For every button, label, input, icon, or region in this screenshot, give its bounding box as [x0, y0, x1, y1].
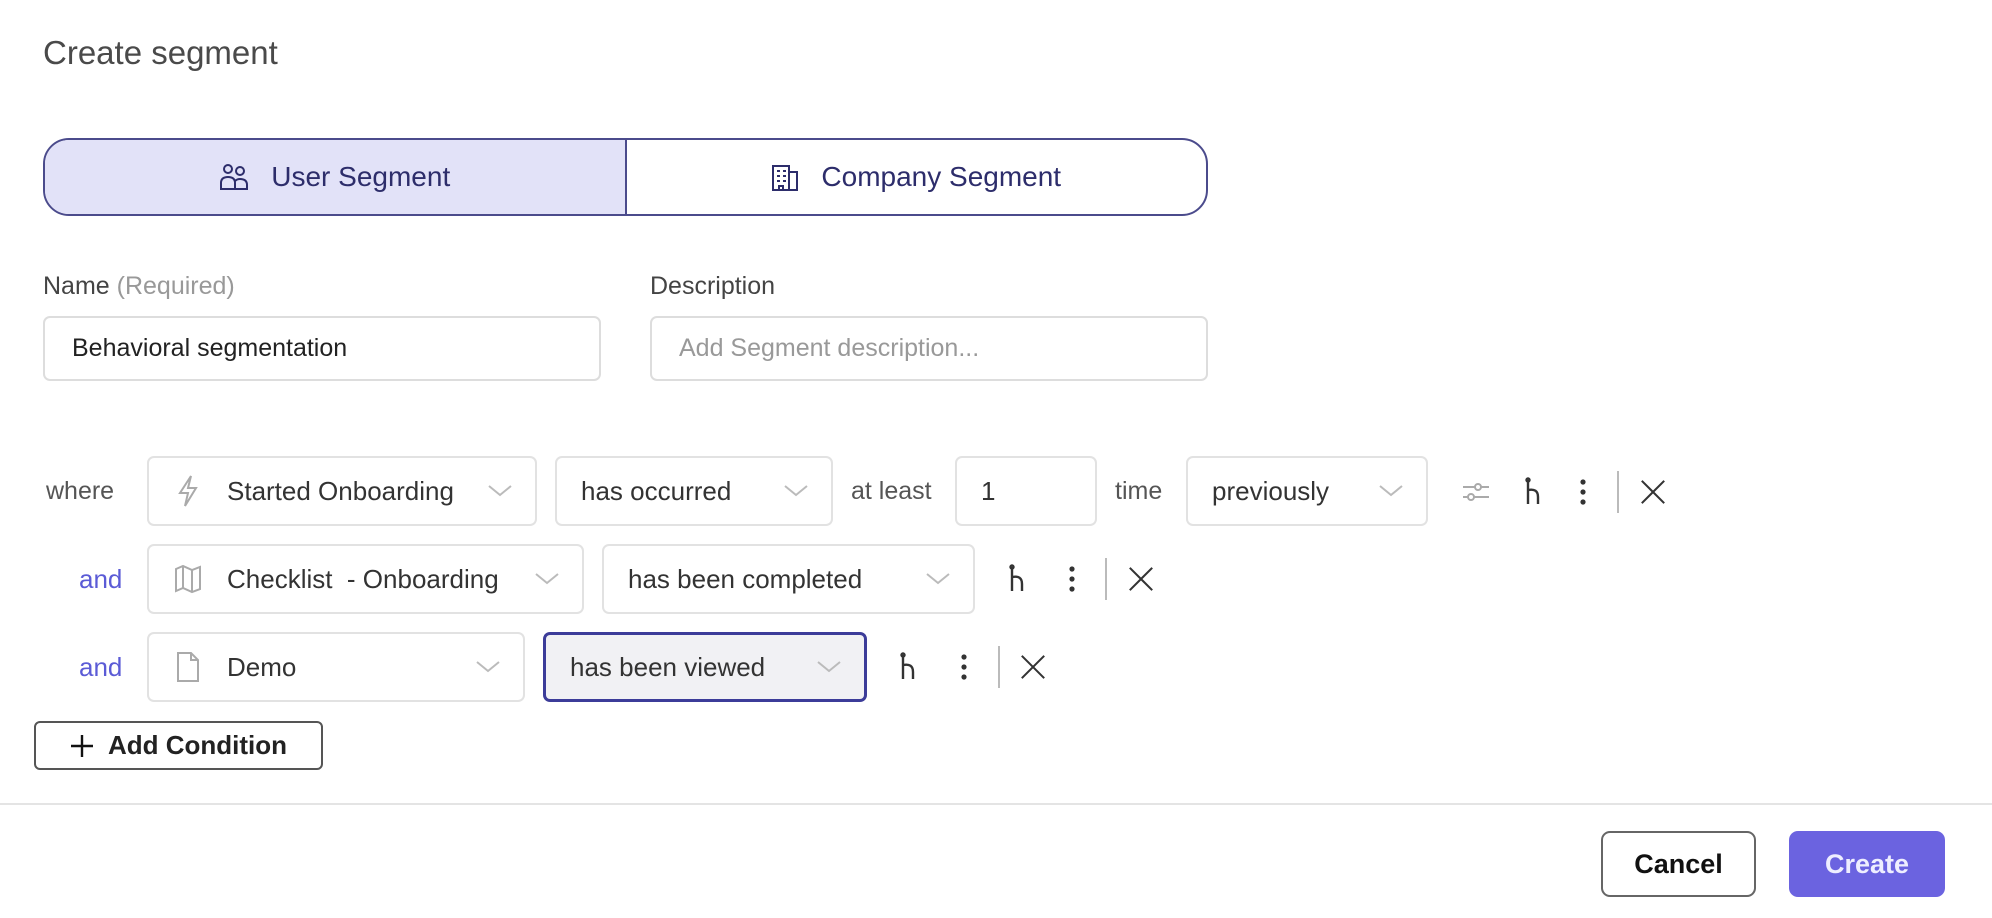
description-label: Description	[650, 272, 776, 300]
branch-icon[interactable]	[894, 647, 924, 687]
timeframe-value: previously	[1212, 475, 1330, 506]
remove-condition-icon[interactable]	[1638, 472, 1668, 512]
operator-select[interactable]: has been completed	[602, 544, 975, 614]
cancel-button[interactable]: Cancel	[1601, 831, 1756, 897]
count-value: 1	[981, 475, 996, 506]
operator-select-value: has been completed	[628, 563, 863, 594]
name-value: Behavioral segmentation	[72, 334, 348, 362]
condition-connector: and	[79, 564, 123, 594]
chevron-down-icon	[814, 657, 844, 677]
time-label: time	[1115, 477, 1163, 505]
add-condition-label: Add Condition	[107, 730, 288, 760]
timeframe-select[interactable]: previously	[1186, 456, 1428, 526]
condition-connector: where	[46, 477, 115, 505]
chevron-down-icon	[473, 657, 503, 677]
divider	[998, 646, 1000, 688]
branch-icon[interactable]	[1003, 559, 1033, 599]
description-input[interactable]: Add Segment description...	[650, 316, 1208, 381]
building-icon	[772, 165, 799, 191]
event-select-value: Started Onboarding	[227, 475, 454, 506]
segment-type-toggle: User Segment Company Segment	[43, 138, 1208, 216]
chevron-down-icon	[485, 481, 515, 501]
more-options-icon[interactable]	[1057, 559, 1087, 599]
divider	[1617, 471, 1619, 513]
name-label: Name (Required)	[43, 272, 235, 301]
dialog-title: Create segment	[43, 34, 278, 71]
map-icon	[173, 564, 203, 594]
file-icon	[173, 651, 203, 683]
users-icon	[220, 164, 249, 190]
add-condition-button[interactable]: Add Condition	[34, 721, 323, 770]
checklist-select-value: Checklist - Onboarding	[227, 563, 499, 594]
operator-select-value: has occurred	[581, 475, 732, 506]
required-hint: (Required)	[116, 272, 235, 300]
remove-condition-icon[interactable]	[1126, 559, 1156, 599]
count-input[interactable]: 1	[955, 456, 1097, 526]
operator-select-focused[interactable]: has been viewed	[543, 632, 867, 702]
checklist-select[interactable]: Checklist - Onboarding	[147, 544, 584, 614]
create-button[interactable]: Create	[1789, 831, 1945, 897]
condition-connector: and	[79, 652, 123, 682]
branch-icon[interactable]	[1519, 472, 1549, 512]
more-options-icon[interactable]	[1568, 472, 1598, 512]
operator-select-value: has been viewed	[570, 651, 766, 682]
filter-settings-icon[interactable]	[1460, 472, 1490, 512]
chevron-down-icon	[1376, 481, 1406, 501]
page-select[interactable]: Demo	[147, 632, 525, 702]
at-least-label: at least	[851, 477, 932, 505]
chevron-down-icon	[781, 481, 811, 501]
user-segment-tab[interactable]: User Segment	[45, 140, 627, 214]
page-select-value: Demo	[227, 651, 297, 682]
divider	[1105, 558, 1107, 600]
company-segment-label: Company Segment	[821, 161, 1062, 192]
user-segment-label: User Segment	[271, 161, 451, 192]
operator-select[interactable]: has occurred	[555, 456, 833, 526]
company-segment-tab[interactable]: Company Segment	[627, 140, 1207, 214]
event-select[interactable]: Started Onboarding	[147, 456, 537, 526]
chevron-down-icon	[532, 569, 562, 589]
plus-icon	[70, 734, 93, 757]
footer-divider	[0, 803, 1992, 805]
name-label-text: Name	[43, 272, 110, 300]
chevron-down-icon	[923, 569, 953, 589]
more-options-icon[interactable]	[949, 647, 979, 687]
name-input[interactable]: Behavioral segmentation	[43, 316, 601, 381]
description-placeholder: Add Segment description...	[679, 334, 980, 362]
lightning-icon	[173, 474, 203, 508]
remove-condition-icon[interactable]	[1018, 647, 1048, 687]
